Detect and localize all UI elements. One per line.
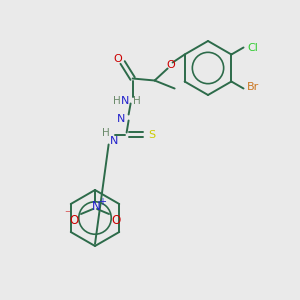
Text: N: N [110,136,118,146]
Text: N: N [92,200,100,212]
Text: Br: Br [246,82,259,92]
Text: O: O [111,214,121,226]
Text: H: H [133,95,140,106]
Text: N: N [116,113,125,124]
Text: H: H [113,95,121,106]
Text: H: H [102,128,110,139]
Text: N: N [120,95,129,106]
Text: S: S [148,130,155,140]
Text: +: + [98,197,106,207]
Text: O: O [166,59,175,70]
Text: O: O [113,55,122,64]
Text: O: O [69,214,79,226]
Text: Cl: Cl [247,44,258,53]
Text: ⁻: ⁻ [64,209,70,219]
